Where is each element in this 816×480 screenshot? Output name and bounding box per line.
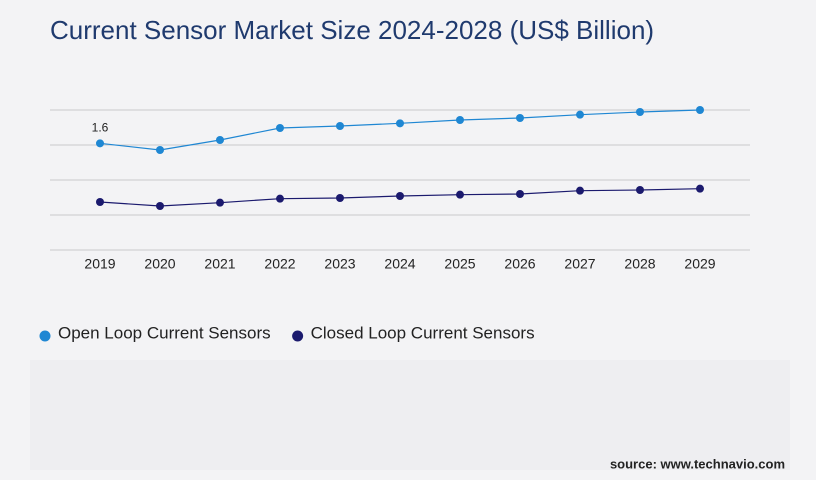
point: [516, 190, 524, 198]
x-tick-label: 2019: [84, 256, 115, 272]
source: source: www.technavio.com: [610, 456, 785, 471]
point: [216, 198, 224, 207]
point: [636, 108, 644, 116]
point: [576, 110, 584, 119]
legend-marker: [292, 330, 304, 342]
point: [216, 136, 224, 144]
x-tick-label: 2026: [504, 256, 535, 272]
x-tick-label: 2028: [624, 256, 655, 272]
point: [396, 119, 404, 128]
legend-label: Closed Loop Current Sensors: [311, 323, 535, 342]
x-tick-label: 2022: [264, 256, 295, 272]
x-tick-label: 2020: [144, 256, 175, 272]
x-tick-label: 2021: [204, 256, 235, 272]
point: [276, 194, 284, 203]
data-label: 1.6: [92, 121, 109, 135]
x-tick-label: 2023: [324, 256, 355, 272]
point: [96, 198, 104, 206]
point: [336, 122, 344, 130]
point: [156, 146, 164, 154]
chart-title: Current Sensor Market Size 2024-2028 (US…: [50, 15, 654, 45]
point: [156, 202, 164, 210]
point: [576, 186, 584, 195]
point: [336, 194, 344, 202]
point: [696, 184, 704, 193]
point: [456, 190, 464, 199]
legend-label: Open Loop Current Sensors: [58, 323, 271, 342]
point: [456, 116, 464, 124]
x-tick-label: 2024: [384, 256, 415, 272]
point: [696, 106, 704, 114]
point: [516, 114, 524, 122]
point: [636, 186, 644, 194]
point: [96, 139, 104, 148]
panel: [30, 360, 790, 470]
point: [396, 192, 404, 200]
x-tick-label: 2027: [564, 256, 595, 272]
x-tick-label: 2025: [444, 256, 475, 272]
legend-marker: [39, 330, 51, 342]
x-tick-label: 2029: [684, 256, 715, 272]
point: [276, 124, 284, 132]
